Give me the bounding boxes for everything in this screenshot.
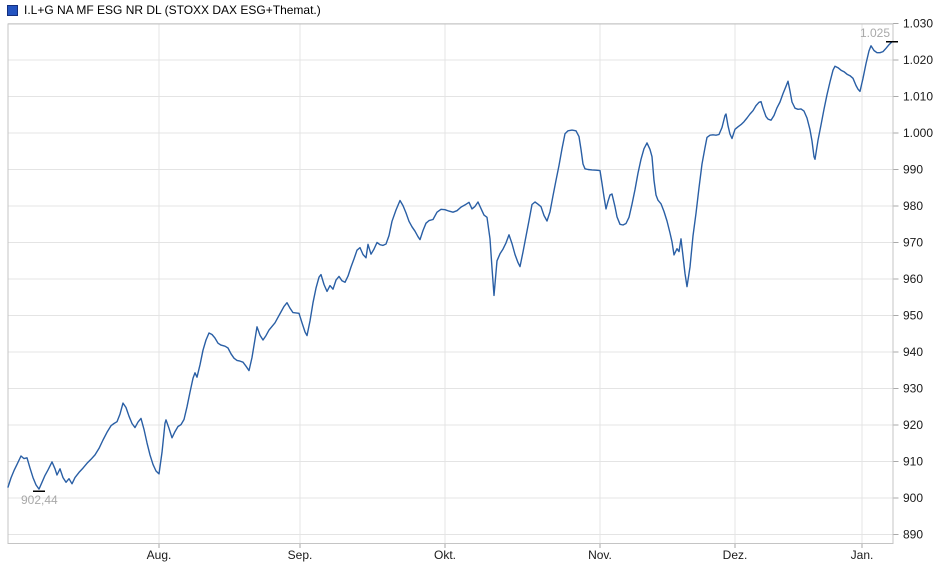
price-line (7, 41, 893, 490)
y-tick-label: 950 (903, 309, 923, 323)
y-tick-label: 980 (903, 199, 923, 213)
series-label: I.L+G NA MF ESG NR DL (STOXX DAX ESG+The… (24, 3, 321, 17)
x-tick-label: Jan. (851, 548, 874, 562)
x-tick-label: Okt. (434, 548, 456, 562)
low-annotation: 902,44 (21, 493, 58, 507)
y-tick-label: 990 (903, 163, 923, 177)
y-tick-label: 900 (903, 491, 923, 505)
y-tick-label: 930 (903, 382, 923, 396)
y-tick-label: 1.030 (903, 17, 933, 31)
x-tick-label: Aug. (147, 548, 172, 562)
x-tick-label: Nov. (588, 548, 612, 562)
y-tick-label: 940 (903, 345, 923, 359)
y-tick-label: 910 (903, 455, 923, 469)
y-tick-label: 1.020 (903, 53, 933, 67)
y-tick-label: 890 (903, 528, 923, 542)
y-tick-label: 960 (903, 272, 923, 286)
y-tick-label: 970 (903, 236, 923, 250)
last-price-annotation: 1.025 (860, 26, 890, 40)
legend: I.L+G NA MF ESG NR DL (STOXX DAX ESG+The… (7, 3, 321, 17)
y-tick-label: 1.000 (903, 126, 933, 140)
series-color-marker (7, 4, 18, 16)
plot-border (7, 23, 894, 544)
x-tick-label: Sep. (288, 548, 313, 562)
y-tick-label: 1.010 (903, 90, 933, 104)
y-tick-label: 920 (903, 418, 923, 432)
x-tick-label: Dez. (723, 548, 748, 562)
